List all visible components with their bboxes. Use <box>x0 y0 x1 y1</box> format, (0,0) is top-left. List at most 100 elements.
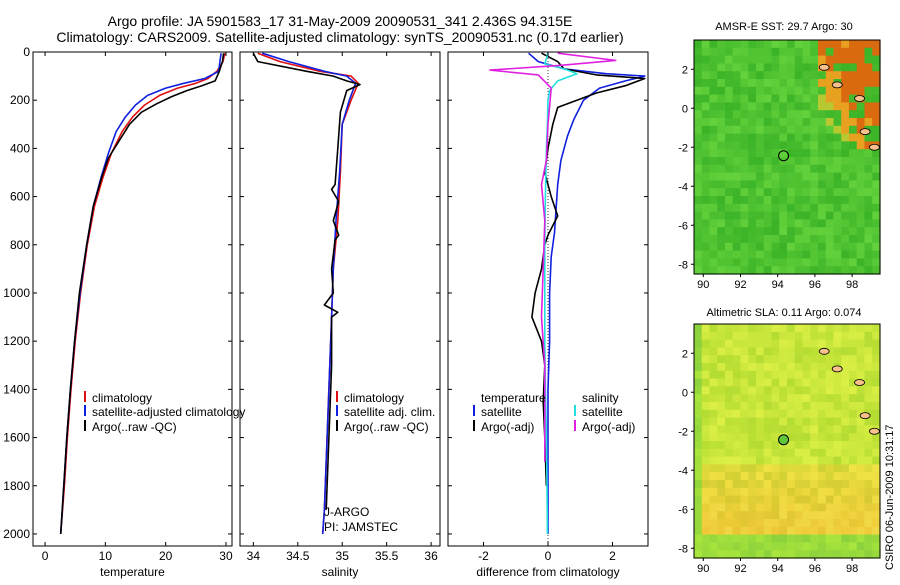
map-cell <box>787 503 796 512</box>
map-cell <box>810 542 819 551</box>
map-cell <box>779 402 788 411</box>
map-cell <box>864 172 873 181</box>
map-cell <box>701 196 711 205</box>
map-cell <box>779 110 788 119</box>
map-cell <box>732 417 742 426</box>
map-cell <box>717 211 726 220</box>
map-cell <box>872 266 881 275</box>
map-cell <box>833 149 842 158</box>
map-cell <box>740 511 749 520</box>
map-cell <box>872 40 881 49</box>
map-cell <box>771 534 780 543</box>
map-cell <box>872 511 881 520</box>
map-cell <box>756 511 765 520</box>
map-cell <box>763 503 773 512</box>
map-cell <box>701 550 711 559</box>
map-cell <box>694 386 703 395</box>
map-cell <box>740 94 749 103</box>
map-cell <box>833 519 842 528</box>
map-cell <box>818 79 827 88</box>
map-cell <box>694 133 703 142</box>
map-y-tick-label: -8 <box>678 259 688 271</box>
map-cell <box>725 464 734 473</box>
map-cell <box>864 503 873 512</box>
map-cell <box>756 188 765 197</box>
map-cell <box>756 456 765 465</box>
map-cell <box>779 480 788 489</box>
map-cell <box>841 417 850 426</box>
map-cell <box>725 266 734 275</box>
map-cell <box>802 242 811 252</box>
map-cell <box>709 141 718 150</box>
map-cell <box>856 534 866 543</box>
map-cell <box>856 63 866 72</box>
map-cell <box>864 242 873 252</box>
map-cell <box>748 86 757 96</box>
map-cell <box>864 203 873 213</box>
map-cell <box>756 180 765 189</box>
map-cell <box>709 425 718 434</box>
map-cell <box>771 519 780 528</box>
map-cell <box>725 203 734 213</box>
map-cell <box>841 219 850 228</box>
map-cell <box>748 456 757 465</box>
map-cell <box>725 511 734 520</box>
map-cell <box>825 86 835 96</box>
map-cell <box>709 370 718 380</box>
map-cell <box>694 464 703 473</box>
map-cell <box>709 550 718 559</box>
map-cell <box>763 464 773 473</box>
map-cell <box>725 534 734 543</box>
map-cell <box>701 425 711 434</box>
map-cell <box>810 464 819 473</box>
map-cell <box>872 227 881 236</box>
map-cell <box>779 472 788 481</box>
map-cell <box>794 519 804 528</box>
map-cell <box>872 86 881 96</box>
map-cell <box>717 448 726 458</box>
map-cell <box>748 394 757 403</box>
map-cell <box>787 487 796 497</box>
map-cell <box>756 409 765 419</box>
series-line-temperature-satellite <box>528 52 646 534</box>
map-cell <box>756 378 765 387</box>
map-cell <box>849 534 858 543</box>
map-cell <box>771 164 780 174</box>
map-cell <box>856 40 866 49</box>
map-cell <box>787 331 796 341</box>
map-cell <box>701 47 711 57</box>
map-cell <box>732 203 742 213</box>
map-cell <box>740 242 749 252</box>
map-cell <box>779 79 788 88</box>
map-cell <box>748 63 757 72</box>
map-cell <box>864 149 873 158</box>
map-cell <box>779 266 788 275</box>
map-cell <box>771 464 780 473</box>
map-cell <box>694 324 703 333</box>
map-cell <box>833 355 842 364</box>
map-cell <box>779 339 788 348</box>
map-cell <box>787 71 796 80</box>
map-cell <box>849 472 858 481</box>
map-cell <box>740 227 749 236</box>
map-cell <box>787 370 796 380</box>
map-cell <box>794 472 804 481</box>
map-cell <box>841 188 850 197</box>
map-cell <box>841 40 850 49</box>
map-cell <box>709 378 718 387</box>
map-cell <box>771 94 780 103</box>
map-cell <box>771 487 780 497</box>
map-cell <box>763 211 773 220</box>
map-cell <box>872 149 881 158</box>
map-cell <box>849 378 858 387</box>
map-cell <box>810 188 819 197</box>
map-cell <box>709 339 718 348</box>
map-cell <box>856 196 866 205</box>
map-cell <box>787 511 796 520</box>
map-cell <box>694 417 703 426</box>
map-cell <box>756 331 765 341</box>
map-cell <box>701 164 711 174</box>
map-cell <box>794 133 804 142</box>
map-cell <box>794 441 804 450</box>
